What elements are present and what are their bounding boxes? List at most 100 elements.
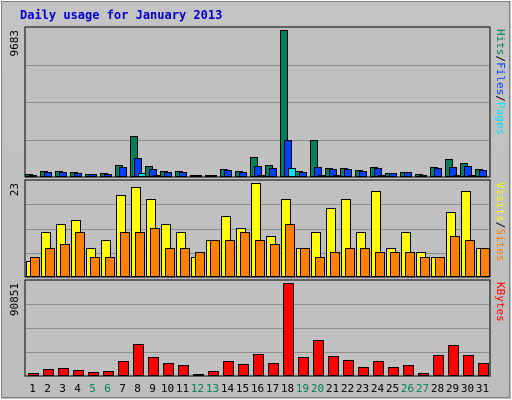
bar-sites-day-20: [315, 257, 325, 277]
bar-sites-day-9: [150, 228, 160, 277]
bar-files-day-1: [29, 175, 37, 177]
bar-sites-day-31: [480, 248, 490, 277]
day-label-31: 31: [476, 382, 489, 395]
day-label-3: 3: [59, 382, 66, 395]
bar-pages-day-24: [378, 175, 386, 177]
bar-sites-day-28: [435, 257, 445, 277]
bar-kbytes-day-26: [403, 365, 414, 376]
legend-visits: Visits: [494, 182, 507, 222]
bar-files-day-23: [359, 171, 367, 177]
bar-files-day-22: [344, 169, 352, 177]
day-label-14: 14: [221, 382, 235, 395]
kbytes-panel: 90851 KBytes: [8, 279, 507, 377]
bar-kbytes-day-27: [418, 373, 429, 376]
bar-files-day-10: [164, 172, 172, 177]
bar-pages-day-20: [318, 175, 326, 177]
day-label-4: 4: [74, 382, 81, 395]
bar-kbytes-day-14: [223, 361, 234, 376]
hits-panel: 9683 Hits/Files/Pages: [8, 26, 507, 178]
bar-pages-day-9: [153, 175, 161, 177]
day-label-27: 27: [416, 382, 429, 395]
bar-kbytes-day-12: [193, 374, 204, 376]
bar-files-day-17: [269, 168, 277, 177]
bar-sites-day-27: [420, 257, 430, 277]
bar-kbytes-day-22: [343, 360, 354, 376]
bar-pages-day-30: [468, 175, 476, 177]
bar-sites-day-8: [135, 232, 145, 277]
legend-separator: /: [494, 222, 507, 229]
bar-sites-day-12: [195, 252, 205, 277]
bar-sites-day-14: [225, 240, 235, 277]
bar-sites-day-21: [330, 252, 340, 277]
day-label-23: 23: [356, 382, 369, 395]
day-label-21: 21: [326, 382, 339, 395]
day-label-7: 7: [119, 382, 126, 395]
day-label-22: 22: [341, 382, 354, 395]
bar-kbytes-day-29: [448, 345, 459, 376]
bar-sites-day-7: [120, 232, 130, 277]
day-label-29: 29: [446, 382, 459, 395]
visits-panel-max-label: 23: [8, 183, 21, 196]
legend-hits: Hits: [494, 29, 507, 56]
bar-kbytes-day-20: [313, 340, 324, 376]
day-label-16: 16: [251, 382, 264, 395]
bar-kbytes-day-25: [388, 367, 399, 376]
day-label-25: 25: [386, 382, 399, 395]
visits-panel: 23 Visits/Sites: [8, 179, 507, 278]
day-label-18: 18: [281, 382, 294, 395]
bar-files-day-15: [239, 172, 247, 177]
bar-files-day-19: [299, 172, 307, 177]
day-label-15: 15: [236, 382, 249, 395]
bar-files-day-13: [209, 175, 217, 177]
bar-kbytes-day-24: [373, 361, 384, 376]
bar-sites-day-25: [390, 252, 400, 277]
hits-panel-legend: Hits/Files/Pages: [494, 29, 507, 135]
bar-files-day-4: [74, 173, 82, 177]
bar-sites-day-2: [45, 248, 55, 277]
bar-sites-day-13: [210, 240, 220, 277]
legend-pages: Pages: [494, 102, 507, 135]
bar-files-day-12: [194, 175, 202, 177]
bar-kbytes-day-31: [478, 363, 489, 376]
hits-panel-max-label: 9683: [8, 30, 21, 57]
legend-separator: /: [494, 95, 507, 102]
bar-kbytes-day-18: [283, 283, 294, 376]
day-label-2: 2: [44, 382, 51, 395]
bar-files-day-7: [119, 167, 127, 177]
bar-kbytes-day-2: [43, 369, 54, 376]
bar-kbytes-day-11: [178, 365, 189, 376]
bar-kbytes-day-23: [358, 367, 369, 376]
chart-title: Daily usage for January 2013: [20, 8, 222, 22]
bar-files-day-28: [434, 168, 442, 177]
bar-kbytes-day-16: [253, 354, 264, 376]
bar-sites-day-1: [30, 257, 40, 277]
kbytes-panel-max-label: 90851: [8, 283, 21, 316]
bar-pages-day-29: [453, 175, 461, 177]
bar-kbytes-day-17: [268, 363, 279, 376]
bar-sites-day-16: [255, 240, 265, 277]
bar-sites-day-15: [240, 232, 250, 277]
day-label-24: 24: [371, 382, 385, 395]
bar-sites-day-5: [90, 257, 100, 277]
bar-files-day-26: [404, 172, 412, 177]
bar-kbytes-day-7: [118, 361, 129, 376]
bar-files-day-6: [104, 174, 112, 177]
bar-kbytes-day-4: [73, 370, 84, 376]
bar-files-day-27: [419, 175, 427, 177]
bar-pages-day-21: [333, 175, 341, 177]
bar-sites-day-24: [375, 252, 385, 277]
day-label-8: 8: [134, 382, 141, 395]
bar-kbytes-day-9: [148, 357, 159, 376]
bar-sites-day-19: [300, 248, 310, 277]
day-label-10: 10: [161, 382, 174, 395]
bar-sites-day-10: [165, 248, 175, 277]
bar-sites-day-30: [465, 240, 475, 277]
bar-sites-day-22: [345, 248, 355, 277]
bar-kbytes-day-3: [58, 368, 69, 376]
day-label-20: 20: [311, 382, 324, 395]
legend-sites: Sites: [494, 228, 507, 261]
legend-files: Files: [494, 62, 507, 95]
bar-sites-day-6: [105, 257, 115, 277]
